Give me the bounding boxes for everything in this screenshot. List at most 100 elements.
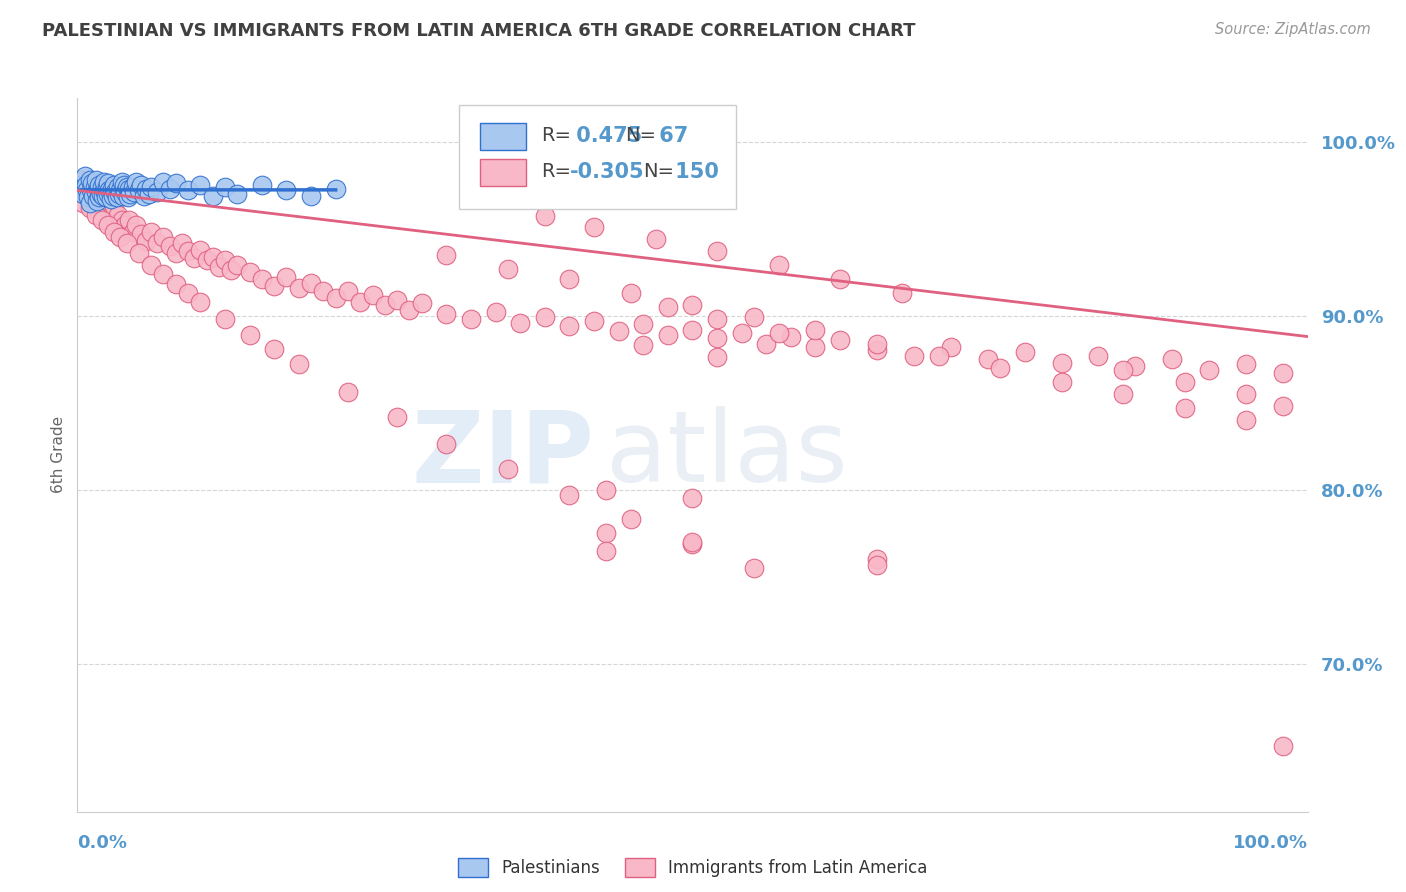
Point (1174, 375, 1197, 389)
Text: 0.0%: 0.0% (77, 834, 128, 852)
Point (496, 261, 519, 276)
Point (118, 213, 141, 227)
Point (165, 277, 187, 292)
Point (644, 232, 666, 246)
Point (398, 303, 420, 318)
Point (337, 385, 360, 400)
Point (903, 349, 925, 363)
Point (250, 178, 273, 193)
Point (195, 252, 218, 267)
Point (141, 180, 163, 194)
Point (114, 185, 136, 199)
Point (94, 190, 117, 204)
Point (152, 230, 174, 244)
Point (250, 272, 273, 286)
Point (620, 512, 643, 526)
Point (70, 173, 93, 187)
Point (219, 263, 242, 277)
Point (496, 462, 519, 476)
Point (558, 488, 581, 502)
Legend: Palestinians, Immigrants from Latin America: Palestinians, Immigrants from Latin Amer… (450, 849, 935, 886)
Point (460, 312, 482, 326)
Point (804, 340, 827, 354)
Point (830, 333, 852, 347)
Point (93, 183, 115, 197)
Point (534, 310, 557, 325)
Point (97, 195, 120, 210)
Point (214, 312, 236, 326)
Point (866, 343, 889, 358)
Text: PALESTINIAN VS IMMIGRANTS FROM LATIN AMERICA 6TH GRADE CORRELATION CHART: PALESTINIAN VS IMMIGRANTS FROM LATIN AME… (42, 22, 915, 40)
Point (1050, 375, 1073, 389)
Text: atlas: atlas (606, 407, 848, 503)
Point (633, 338, 655, 352)
Point (276, 183, 298, 197)
Point (84, 173, 107, 187)
Point (436, 307, 458, 321)
Point (188, 243, 212, 257)
Point (90, 213, 114, 227)
Point (595, 526, 617, 541)
Point (374, 298, 396, 312)
Point (361, 287, 384, 301)
Point (731, 326, 754, 340)
Point (939, 340, 962, 354)
Point (890, 286, 912, 301)
Point (276, 270, 298, 285)
Point (1161, 352, 1184, 367)
Point (595, 483, 617, 497)
Point (177, 244, 200, 259)
Bar (479, 159, 526, 186)
Point (607, 324, 630, 338)
Point (115, 180, 138, 194)
Point (79, 173, 101, 187)
Point (83, 180, 105, 194)
Point (706, 331, 728, 345)
Point (79, 201, 101, 215)
Point (98, 183, 121, 197)
Point (177, 183, 200, 197)
Point (86, 194, 108, 208)
Point (76, 186, 98, 201)
Point (117, 190, 139, 204)
Point (988, 360, 1011, 375)
Point (118, 181, 141, 195)
Point (89, 178, 111, 193)
Point (299, 276, 322, 290)
Point (682, 298, 704, 312)
Text: 150: 150 (668, 161, 718, 182)
Point (75, 178, 97, 193)
Point (97, 186, 120, 201)
Point (312, 285, 335, 299)
Point (436, 248, 458, 262)
Point (135, 181, 157, 195)
Point (89, 190, 111, 204)
Point (89, 190, 111, 204)
Point (226, 258, 249, 272)
Point (120, 186, 142, 201)
Point (214, 252, 236, 267)
Point (183, 252, 205, 266)
Point (132, 188, 155, 202)
Point (1272, 399, 1295, 413)
FancyBboxPatch shape (458, 105, 735, 209)
Point (101, 208, 124, 222)
Point (115, 235, 138, 250)
Point (682, 535, 704, 549)
Point (558, 319, 581, 334)
Point (141, 225, 163, 239)
Point (121, 180, 143, 194)
Point (91, 188, 114, 202)
Point (201, 188, 224, 202)
Point (558, 272, 581, 286)
Point (87, 181, 110, 195)
Point (100, 192, 122, 206)
Point (135, 234, 157, 248)
Point (128, 246, 150, 260)
Point (77, 190, 100, 204)
Point (82, 188, 104, 202)
Point (1234, 358, 1257, 372)
Point (682, 537, 704, 551)
Point (657, 300, 679, 314)
Point (108, 186, 131, 201)
